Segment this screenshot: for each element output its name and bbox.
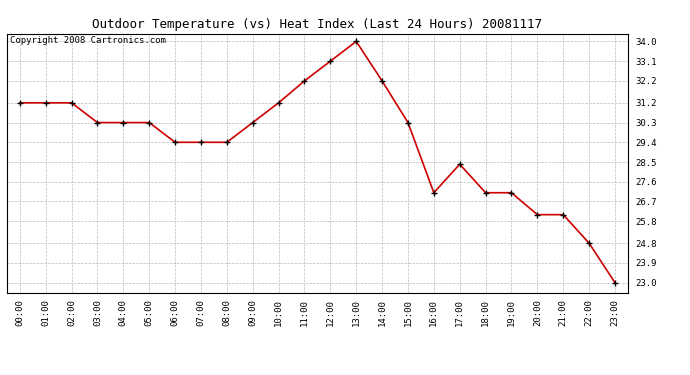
Title: Outdoor Temperature (vs) Heat Index (Last 24 Hours) 20081117: Outdoor Temperature (vs) Heat Index (Las… (92, 18, 542, 31)
Text: Copyright 2008 Cartronics.com: Copyright 2008 Cartronics.com (10, 36, 166, 45)
